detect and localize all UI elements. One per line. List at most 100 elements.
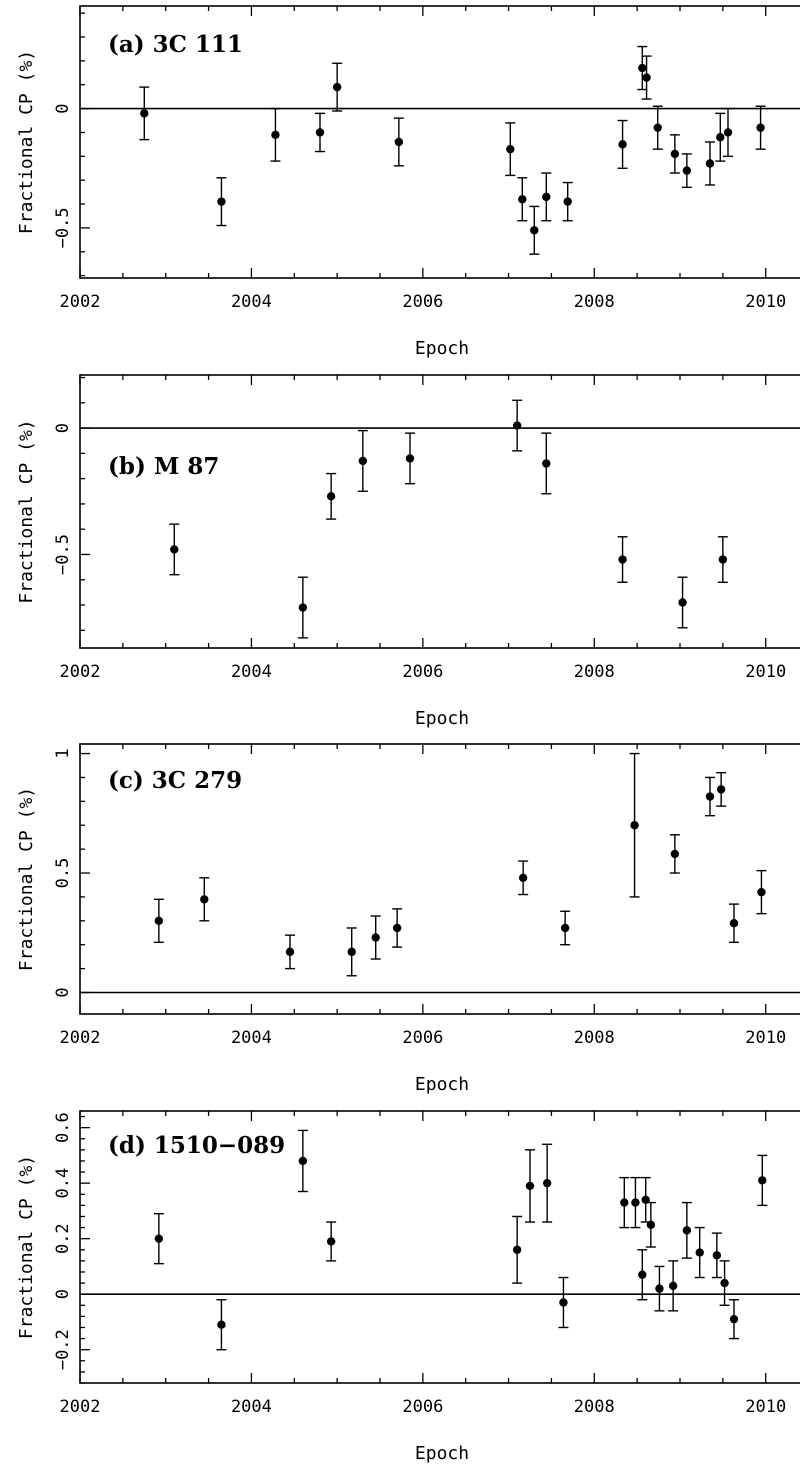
data-point — [645, 1201, 656, 1248]
point-marker — [170, 545, 179, 554]
point-marker — [682, 166, 692, 175]
point-marker — [217, 1320, 226, 1329]
data-point — [541, 172, 552, 222]
point-marker — [620, 1198, 629, 1207]
point-marker — [154, 1234, 164, 1243]
data-point — [542, 1143, 553, 1223]
point-marker — [655, 1284, 664, 1293]
data-point — [681, 1201, 692, 1259]
point-marker — [140, 109, 149, 118]
point-marker — [315, 128, 325, 137]
point-marker — [756, 123, 765, 132]
data-point — [630, 1176, 641, 1229]
point-marker — [646, 1220, 656, 1229]
point-marker — [518, 873, 528, 883]
y-axis-title: Fractional CP (%) — [16, 50, 37, 234]
point-marker — [630, 821, 639, 830]
data-point — [756, 869, 767, 915]
data-point — [617, 119, 628, 169]
point-marker — [668, 1281, 678, 1291]
x-axis-title: Epoch — [415, 1074, 469, 1095]
point-marker — [512, 1245, 522, 1254]
data-point — [357, 429, 368, 492]
data-point — [518, 860, 529, 896]
data-point — [652, 105, 663, 150]
data-point — [637, 45, 648, 91]
plot-frame — [79, 374, 800, 649]
x-axis-title: Epoch — [415, 338, 469, 359]
panel-c: 2002 2004 2006 2008 2010 0 0.5 1 Epoch Fractional… — [16, 743, 800, 1095]
point-marker — [638, 1270, 647, 1279]
point-marker — [653, 123, 662, 132]
point-marker — [682, 1226, 692, 1235]
data-point — [560, 910, 571, 946]
point-marker — [678, 598, 687, 607]
data-point — [668, 1260, 679, 1312]
panel-a: 2002 2004 2006 2008 2010 −0.5 0 Epoch Fractional… — [16, 5, 800, 359]
point-marker — [716, 785, 726, 794]
point-marker — [394, 137, 404, 147]
y-tick-label: 0.5 — [53, 858, 73, 889]
x-tick-label: 2006 — [402, 292, 443, 312]
x-tick-label: 2008 — [574, 292, 615, 312]
panel-label: (d) 1510−089 — [108, 1132, 285, 1159]
data-point — [370, 915, 381, 960]
plot-frame — [79, 5, 800, 279]
data-point — [139, 86, 150, 141]
data-point — [719, 1260, 730, 1306]
point-marker — [392, 923, 402, 933]
point-marker — [712, 1251, 722, 1260]
point-marker — [298, 1156, 308, 1166]
data-point — [512, 1215, 523, 1284]
x-tick-label: 2006 — [402, 1397, 443, 1417]
point-marker — [200, 895, 209, 904]
point-marker — [506, 144, 515, 154]
data-point — [153, 898, 164, 944]
data-point — [711, 1232, 722, 1279]
point-marker — [631, 1198, 640, 1207]
data-point — [216, 1299, 227, 1351]
point-marker — [326, 1237, 336, 1246]
data-point — [669, 834, 680, 874]
point-marker — [723, 128, 733, 137]
data-point — [562, 181, 573, 222]
data-point — [641, 55, 652, 100]
y-tick-label: 0.6 — [53, 1112, 73, 1143]
x-tick-label: 2004 — [231, 1028, 272, 1048]
x-tick-label: 2006 — [402, 662, 443, 682]
point-marker — [405, 454, 415, 463]
y-tick-label: 0 — [53, 103, 73, 113]
data-point — [153, 1212, 164, 1265]
data-point — [629, 752, 640, 898]
panel-label: (c) 3C 279 — [108, 767, 242, 794]
x-tick-label: 2002 — [60, 1028, 101, 1048]
data-point — [326, 1221, 337, 1262]
x-tick-label: 2004 — [231, 662, 272, 682]
data-point — [640, 1176, 651, 1223]
point-marker — [512, 421, 522, 430]
data-point — [637, 1249, 648, 1301]
panel-d: 2002 2004 2006 2008 2010 −0.2 0 0.2 0.4 0.6 Epoch F… — [16, 1110, 800, 1464]
data-point — [392, 908, 403, 948]
y-tick-label: −0.5 — [53, 534, 73, 575]
y-tick-label: 0.4 — [53, 1168, 73, 1199]
y-tick-label: −0.2 — [53, 1329, 73, 1370]
data-point — [681, 153, 692, 189]
point-marker — [298, 603, 308, 612]
point-marker — [542, 1178, 552, 1188]
point-marker — [729, 919, 739, 928]
point-marker — [670, 149, 680, 159]
plot-frame — [79, 743, 800, 1015]
point-marker — [285, 947, 295, 957]
y-tick-label: 1 — [53, 748, 73, 758]
data-point — [717, 536, 728, 583]
point-marker — [154, 916, 164, 926]
data-point — [512, 399, 523, 452]
x-tick-label: 2002 — [60, 1397, 101, 1417]
data-point — [617, 536, 628, 583]
data-point — [393, 117, 404, 167]
point-marker — [705, 159, 715, 168]
data-point — [297, 1129, 308, 1193]
x-tick-label: 2010 — [745, 1028, 786, 1048]
data-point — [619, 1176, 630, 1229]
